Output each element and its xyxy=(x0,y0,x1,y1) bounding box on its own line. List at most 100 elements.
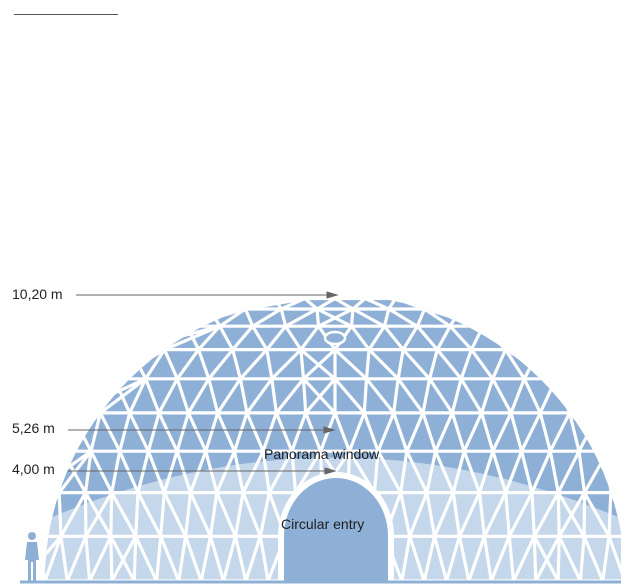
strut xyxy=(216,412,236,452)
strut xyxy=(197,349,211,380)
strut xyxy=(45,535,63,581)
strut xyxy=(532,535,560,581)
strut xyxy=(261,412,278,452)
strut xyxy=(132,536,138,581)
strut xyxy=(232,450,245,493)
strut xyxy=(462,412,484,452)
strut xyxy=(60,412,73,452)
strut xyxy=(514,325,541,351)
strut xyxy=(451,492,462,537)
strut xyxy=(504,325,518,351)
strut xyxy=(583,491,611,538)
strut xyxy=(316,297,336,311)
strut xyxy=(470,348,494,380)
strut xyxy=(509,378,526,414)
strut xyxy=(509,412,524,452)
strut xyxy=(109,535,136,581)
strut xyxy=(204,450,219,494)
strut xyxy=(462,450,482,494)
strut xyxy=(301,378,308,414)
strut xyxy=(215,491,237,537)
skylight-icon xyxy=(323,330,347,346)
strut xyxy=(146,450,166,494)
strut xyxy=(477,450,495,494)
strut xyxy=(136,450,150,493)
strut xyxy=(556,536,561,581)
strut xyxy=(57,492,63,537)
strut xyxy=(415,308,427,327)
strut xyxy=(350,325,371,351)
strut xyxy=(333,348,368,380)
strut xyxy=(59,491,87,538)
strut xyxy=(507,491,534,538)
strut xyxy=(367,325,386,351)
strut xyxy=(274,412,294,452)
strut xyxy=(457,535,471,581)
circular-entry xyxy=(278,472,394,581)
strut xyxy=(450,412,466,452)
strut xyxy=(557,535,582,581)
strut xyxy=(425,296,461,311)
strut xyxy=(435,325,452,351)
strut xyxy=(451,450,466,494)
strut xyxy=(597,411,621,453)
strut xyxy=(136,491,163,538)
strut xyxy=(290,451,298,493)
strut xyxy=(376,412,396,452)
arrowhead-entry xyxy=(324,467,337,475)
strut xyxy=(233,492,245,537)
strut xyxy=(270,348,303,380)
strut xyxy=(134,535,158,581)
strut xyxy=(480,412,495,452)
strut xyxy=(349,308,355,327)
strut xyxy=(65,535,88,581)
top-rule xyxy=(14,14,118,15)
strut xyxy=(184,535,203,581)
strut xyxy=(197,325,221,351)
arrowhead-peak xyxy=(326,291,339,299)
dimension-leaders xyxy=(68,291,339,475)
strut xyxy=(315,308,321,327)
strut xyxy=(436,348,463,380)
peak-height-label: 10,20 m xyxy=(12,286,63,302)
strut xyxy=(383,325,405,351)
strut xyxy=(175,450,193,494)
strut xyxy=(387,307,419,328)
strut xyxy=(109,536,114,581)
strut xyxy=(399,492,412,537)
window-top-height-label: 5,26 m xyxy=(12,420,55,436)
strut xyxy=(504,450,524,494)
strut xyxy=(299,348,337,381)
strut xyxy=(482,491,508,538)
strut xyxy=(421,378,432,414)
strut xyxy=(258,492,271,537)
strut xyxy=(538,412,552,452)
strut xyxy=(347,412,366,452)
strut xyxy=(422,535,437,581)
strut xyxy=(216,377,242,414)
strut xyxy=(405,450,429,494)
person-icon xyxy=(25,532,39,581)
strut xyxy=(334,297,354,311)
strut xyxy=(491,450,508,494)
strut xyxy=(382,308,391,327)
strut xyxy=(460,307,517,328)
strut xyxy=(294,450,322,494)
strut xyxy=(578,536,586,581)
strut xyxy=(175,378,190,414)
strut xyxy=(184,492,193,537)
strut xyxy=(188,450,208,494)
strut xyxy=(367,348,400,380)
entry-height-label: 4,00 m xyxy=(12,461,55,477)
strut xyxy=(491,378,513,414)
panorama-window-label: Panorama window xyxy=(264,446,380,462)
strut xyxy=(162,491,188,538)
strut xyxy=(134,492,140,537)
strut xyxy=(83,450,93,493)
strut xyxy=(364,349,371,379)
strut xyxy=(233,535,248,581)
strut xyxy=(162,450,179,494)
strut xyxy=(218,325,235,351)
strut xyxy=(459,349,473,380)
strut xyxy=(392,378,400,414)
